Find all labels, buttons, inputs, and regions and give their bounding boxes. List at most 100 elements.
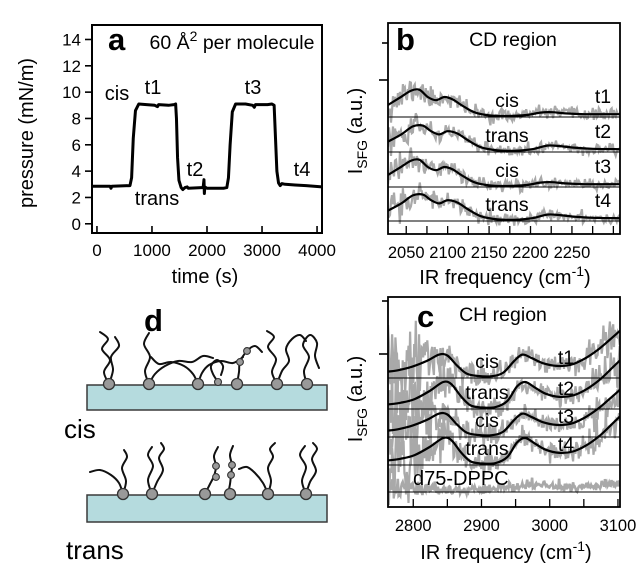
fit-trace (388, 359, 620, 409)
plot-frame (91, 24, 323, 234)
lipid-head (223, 487, 237, 501)
azo-dot (212, 462, 220, 470)
lipid-head (145, 487, 159, 501)
lipid-head-small (213, 377, 223, 387)
lipid-chain (302, 334, 320, 385)
trace-state-label: trans (485, 125, 529, 147)
azo-dot (236, 358, 244, 366)
monolayer-trans (86, 442, 328, 523)
lipid-chain (236, 345, 263, 385)
fit-trace (388, 124, 620, 153)
panel-b-letter: b (396, 22, 415, 57)
lipid-chain (238, 465, 269, 495)
trace-state-label: trans (485, 194, 529, 216)
annotation-t3: t3 (245, 77, 262, 99)
lipid-head (142, 377, 156, 391)
plot-frame (387, 22, 621, 235)
annotation-t1: t1 (145, 77, 162, 99)
panel-a-letter: a (108, 22, 126, 57)
lipid-chain (209, 358, 225, 383)
panel-a-plot-area: 0 2 4 6 8 10 12 14 0 1000 2000 3000 4000 (62, 24, 336, 260)
x-tick-label: 3000 (243, 241, 281, 260)
trace-state-label: cis (475, 351, 499, 373)
lipid-head (230, 377, 244, 391)
panel-c-ch-spectra: 2800 2900 3000 3100 cis t1 trans t2 cis t3 trans t4… (345, 296, 637, 564)
lipid-head (299, 487, 313, 501)
x-tick-label: 2150 (471, 244, 508, 262)
trace-state-label: trans (465, 382, 509, 404)
panel-c-letter: c (417, 299, 434, 334)
x-tick-label: 2250 (554, 244, 591, 262)
lipid-chain (266, 330, 278, 385)
x-tick-label: 2200 (512, 244, 549, 262)
trace-time-label: t1 (558, 347, 574, 369)
annotation-t4: t4 (294, 159, 311, 181)
trace-time-label: t4 (595, 190, 611, 212)
lipid-chain (299, 445, 307, 495)
panel-a-title: 60 Å2 per molecule (150, 28, 315, 54)
trace-time-label: t2 (595, 121, 611, 143)
x-tick-label: 1000 (133, 241, 171, 260)
fit-trace (388, 329, 620, 378)
lipid-chain (151, 442, 166, 495)
monolayer-cis (86, 330, 328, 411)
lipid-head (102, 377, 116, 391)
panel-c-yaxis-label: ISFG (a.u.) (345, 356, 370, 443)
x-tick-label: 2050 (388, 244, 425, 262)
lipid-chain (99, 331, 111, 385)
lipid-head (261, 487, 275, 501)
trace-name-label: d75-DPPC (413, 468, 509, 490)
azo-dot (227, 471, 235, 479)
x-tick-label: 2900 (463, 517, 500, 535)
panel-a-pressure-plot: 0 2 4 6 8 10 12 14 0 1000 2000 3000 4000 a 60 Å2 per… (16, 22, 336, 288)
y-tick-label: 14 (62, 30, 81, 49)
panel-c-plot-area: 2800 2900 3000 3100 cis t1 trans t2 cis t3 trans t4… (379, 296, 637, 535)
panel-a-xaxis-label: time (s) (172, 266, 239, 288)
azo-dot (243, 347, 251, 355)
panel-b-xaxis-label: IR frequency (cm-1) (419, 263, 590, 289)
panel-d-trans-label: trans (66, 535, 124, 565)
azo-dot (228, 461, 236, 469)
substrate-slab (86, 384, 328, 411)
panel-d-schematic: d cis trans (64, 303, 328, 565)
noise-trace (388, 369, 620, 473)
plot-frame (387, 296, 621, 508)
lipid-chain (147, 446, 155, 495)
x-tick-label: 3100 (600, 517, 637, 535)
y-tick-label: 12 (62, 57, 81, 76)
panel-d-drawing (86, 330, 328, 523)
lipid-head (191, 377, 205, 391)
lipid-chain (266, 442, 276, 495)
trace-state-label: trans (465, 438, 509, 460)
x-tick-label: 2100 (429, 244, 466, 262)
panel-a-yaxis-label: pressure (mN/m) (16, 58, 38, 208)
lipid-chain (89, 468, 124, 495)
panel-b-title: CD region (469, 29, 557, 51)
trace-state-label: cis (475, 410, 499, 432)
panel-d-letter: d (144, 303, 163, 338)
annotation-trans: trans (135, 188, 179, 210)
panel-c-xaxis-label: IR frequency (cm-1) (420, 538, 591, 564)
trace-time-label: t3 (558, 406, 574, 428)
panel-b-cd-spectra: 2050 2100 2150 2200 2250 cis t1 trans t2 cis t3 tra… (345, 22, 621, 289)
y-tick-label: 4 (72, 162, 81, 181)
lipid-chain (150, 356, 199, 385)
y-tick-label: 0 (72, 215, 81, 234)
azo-dot (212, 473, 220, 481)
lipid-chain (197, 356, 244, 385)
noise-trace (388, 320, 620, 393)
fit-trace (388, 388, 620, 437)
lipid-chain (305, 442, 318, 495)
trace-state-label: cis (495, 90, 519, 112)
trace-state-label: cis (495, 160, 519, 182)
noise-trace (388, 477, 620, 500)
y-tick-label: 10 (62, 83, 81, 102)
fit-trace (388, 193, 620, 222)
trace-time-label: t4 (558, 434, 574, 456)
lipid-chain (204, 446, 219, 495)
y-tick-label: 8 (72, 109, 81, 128)
panel-d-cis-label: cis (64, 414, 96, 444)
x-tick-label: 4000 (298, 241, 336, 260)
